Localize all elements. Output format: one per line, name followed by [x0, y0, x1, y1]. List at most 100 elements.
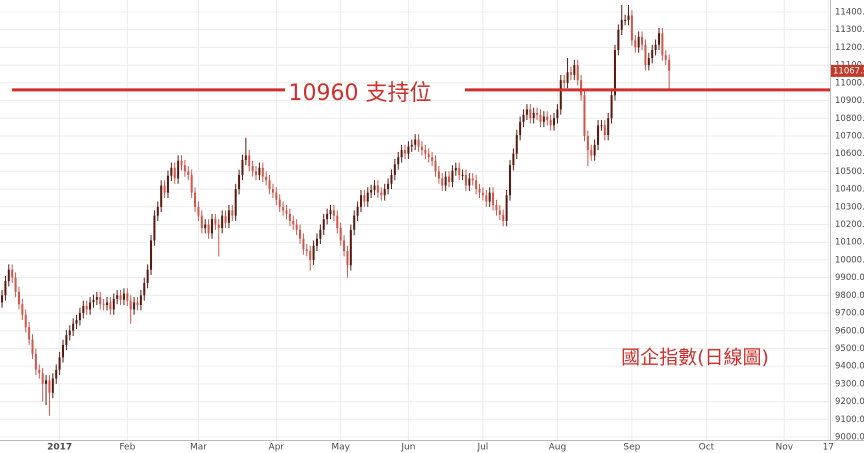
y-tick-label: 10200.00 [835, 220, 864, 230]
x-tick-label: May [331, 443, 350, 453]
candle-body [271, 189, 274, 193]
candle-body [85, 305, 88, 310]
candle-body [478, 189, 481, 193]
candle-body [183, 165, 186, 172]
candle-body [627, 15, 630, 20]
candle-body [305, 249, 308, 252]
y-tick-label: 9200.00 [835, 397, 864, 407]
candle-body [454, 167, 457, 171]
candle-body [586, 135, 589, 151]
candle-body [403, 150, 407, 154]
candle-body [112, 298, 115, 310]
y-tick-label: 9300.00 [835, 379, 864, 389]
candle-body [14, 277, 17, 292]
x-tick-label: 2017 [47, 443, 72, 453]
candle-body [319, 229, 322, 239]
candle-body [160, 185, 163, 207]
candle-body [68, 330, 71, 336]
candle-body [150, 240, 153, 270]
last-price-tag [831, 64, 864, 77]
candle-body [420, 146, 423, 151]
candle-body [38, 369, 41, 374]
candle-body [173, 167, 176, 179]
candle-body [65, 335, 68, 345]
candle-body [552, 118, 556, 126]
candle-body [546, 116, 549, 121]
candle-body [282, 206, 285, 211]
candle-body [261, 167, 264, 177]
x-tick-label: Feb [119, 443, 135, 453]
y-tick-label: 10600.00 [835, 149, 864, 159]
candle-body [532, 112, 535, 119]
candle-body [72, 323, 75, 331]
candle-body [105, 302, 109, 306]
y-tick-label: 10500.00 [835, 167, 864, 177]
candle-body [471, 178, 474, 181]
candle-body [576, 65, 579, 81]
y-tick-label: 9900.00 [835, 273, 864, 283]
candle-body [251, 166, 254, 172]
candle-body [407, 146, 410, 154]
candle-body [519, 121, 522, 136]
candle-body [414, 139, 417, 145]
y-tick-label: 11300.00 [835, 25, 864, 35]
candle-body [295, 224, 298, 230]
candle-body [366, 192, 369, 202]
candle-body [654, 44, 657, 51]
support-label: 10960 支持位 [289, 81, 432, 106]
candle-body [556, 109, 559, 119]
candle-body [4, 281, 7, 296]
x-tick-label: Oct [699, 443, 715, 453]
candle-body [566, 72, 569, 83]
y-tick-label: 10700.00 [835, 131, 864, 141]
candle-body [424, 150, 427, 154]
candle-body [448, 176, 451, 182]
candle-body [349, 229, 352, 266]
candle-body [508, 165, 512, 196]
candle-body [238, 174, 241, 190]
candle-body [390, 174, 393, 184]
candle-body [363, 195, 366, 202]
candle-body [502, 214, 505, 221]
candle-body [234, 189, 237, 216]
candles [1, 4, 671, 416]
candle-body [475, 180, 478, 190]
y-tick-label: 11200.00 [835, 43, 864, 53]
candle-body [82, 305, 85, 314]
candle-body [610, 95, 613, 119]
candle-body [51, 378, 54, 393]
y-tick-label: 11400.00 [835, 8, 864, 18]
candle-body [597, 125, 600, 145]
candle-body [549, 120, 552, 126]
candle-body [647, 58, 650, 66]
y-tick-label: 9100.00 [835, 415, 864, 425]
candle-body [573, 65, 576, 75]
candle-body [603, 125, 606, 136]
candle-body [451, 170, 454, 182]
candle-body [613, 50, 616, 96]
candle-body [353, 215, 356, 230]
candle-body [207, 224, 210, 234]
candle-body [668, 59, 671, 71]
candle-body [55, 369, 58, 379]
candle-body [231, 210, 234, 216]
candle-body [31, 339, 34, 354]
candle-body [21, 304, 24, 315]
candle-body [343, 240, 346, 252]
candle-body [522, 114, 525, 122]
candle-body [302, 238, 305, 250]
candle-body [380, 192, 383, 196]
candle-body [624, 19, 627, 21]
candle-body [254, 171, 258, 175]
candle-body [241, 159, 244, 175]
candle-body [346, 251, 349, 266]
candle-body [373, 185, 376, 190]
candle-body [593, 144, 596, 156]
candle-body [214, 219, 217, 225]
candle-body [488, 192, 491, 202]
candle-body [498, 210, 501, 215]
candle-body [92, 299, 95, 303]
y-tick-label: 10300.00 [835, 202, 864, 212]
